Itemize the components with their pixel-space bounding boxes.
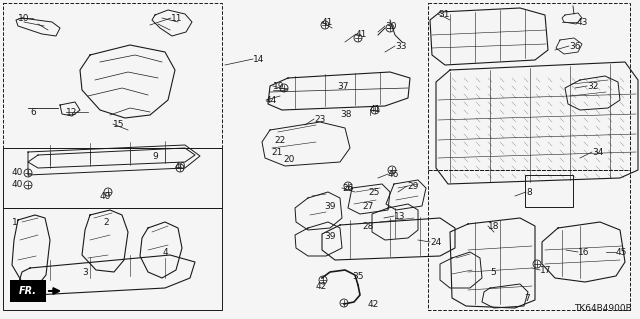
Text: 42: 42 — [368, 300, 380, 309]
Text: 32: 32 — [587, 82, 598, 91]
Text: 42: 42 — [316, 282, 327, 291]
Text: 16: 16 — [578, 248, 589, 257]
Text: 8: 8 — [526, 188, 532, 197]
Text: 23: 23 — [314, 115, 325, 124]
Text: 21: 21 — [271, 148, 282, 157]
Text: 40: 40 — [12, 168, 24, 177]
Text: 41: 41 — [322, 18, 333, 27]
Bar — [428, 170, 630, 310]
Text: 30: 30 — [385, 22, 397, 31]
Text: 26: 26 — [342, 184, 353, 193]
Text: 31: 31 — [438, 10, 449, 19]
Text: 5: 5 — [490, 268, 496, 277]
Bar — [3, 148, 222, 208]
Text: 1: 1 — [12, 218, 18, 227]
Text: 45: 45 — [616, 248, 627, 257]
Text: 18: 18 — [488, 222, 499, 231]
Text: 35: 35 — [352, 272, 364, 281]
Text: 33: 33 — [395, 42, 406, 51]
Bar — [10, 280, 46, 302]
Text: 43: 43 — [577, 18, 588, 27]
Text: 46: 46 — [388, 170, 399, 179]
Bar — [3, 208, 222, 310]
Text: FR.: FR. — [19, 286, 37, 296]
Text: 6: 6 — [30, 108, 36, 117]
Bar — [3, 3, 222, 148]
Text: 27: 27 — [362, 202, 373, 211]
Text: 19: 19 — [273, 82, 285, 91]
Text: 41: 41 — [356, 30, 367, 39]
Text: 12: 12 — [66, 108, 77, 117]
Text: TK64B4900B: TK64B4900B — [574, 304, 632, 313]
Text: 40: 40 — [12, 180, 24, 189]
Text: 7: 7 — [524, 294, 530, 303]
Text: 40: 40 — [100, 192, 111, 201]
Text: 44: 44 — [266, 96, 277, 105]
Bar — [428, 3, 630, 170]
Text: 14: 14 — [253, 55, 264, 64]
Text: 24: 24 — [430, 238, 441, 247]
Text: 17: 17 — [540, 266, 552, 275]
Text: 41: 41 — [370, 105, 381, 114]
Text: 25: 25 — [368, 188, 380, 197]
Text: 40: 40 — [175, 162, 186, 171]
Text: 39: 39 — [324, 232, 335, 241]
Bar — [525, 175, 573, 207]
Text: 22: 22 — [274, 136, 285, 145]
Text: 34: 34 — [592, 148, 604, 157]
Text: 20: 20 — [283, 155, 294, 164]
Text: 37: 37 — [337, 82, 349, 91]
Text: 11: 11 — [171, 14, 182, 23]
Text: 36: 36 — [569, 42, 580, 51]
Text: 2: 2 — [103, 218, 109, 227]
Text: 3: 3 — [82, 268, 88, 277]
Text: 28: 28 — [362, 222, 373, 231]
Text: 39: 39 — [324, 202, 335, 211]
Text: 29: 29 — [407, 182, 419, 191]
Text: 38: 38 — [340, 110, 351, 119]
Text: 4: 4 — [163, 248, 168, 257]
Text: 10: 10 — [18, 14, 29, 23]
Text: 15: 15 — [113, 120, 125, 129]
Text: 9: 9 — [152, 152, 157, 161]
Text: 13: 13 — [394, 212, 406, 221]
